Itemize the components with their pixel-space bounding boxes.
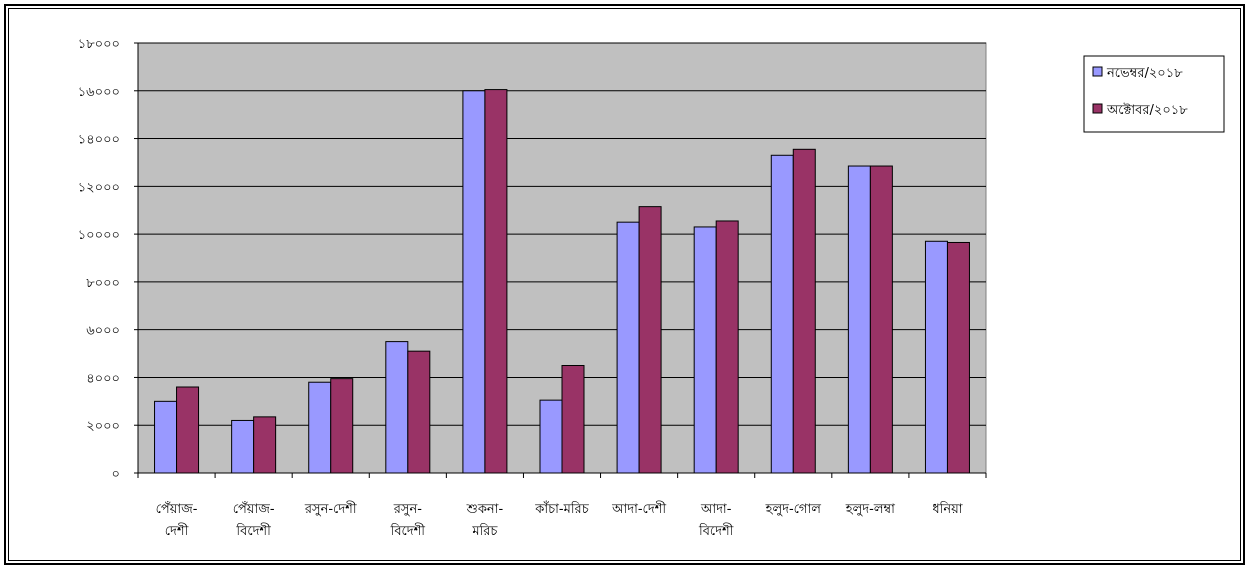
- x-category-label-line: বিদেশী: [698, 523, 734, 539]
- x-category-label-line: রসুন-: [393, 502, 422, 517]
- x-category-label-line: রসুন-দেশী: [304, 501, 357, 517]
- bar-series1-cat9: [869, 165, 893, 474]
- bar-chart: ০ ২০০০ ৪০০০ ৬০০০ ৮০০০ ১০০০০ ১২০০০ ১৪০০০ ১৬০০০ ১৮০…: [78, 37, 1225, 539]
- bar-series1-cat6: [638, 206, 662, 474]
- y-tick-label: ৮০০০: [86, 276, 120, 291]
- x-category-label-line: হলুদ-লম্বা: [845, 502, 895, 517]
- bar-series1-cat8: [792, 148, 816, 474]
- bar-series0-cat4: [462, 90, 486, 474]
- x-category-label: আদা- বিদেশী: [698, 502, 734, 539]
- legend-box: [1083, 55, 1225, 133]
- y-tick-label: ১৮০০০: [78, 37, 120, 52]
- legend-label-november: নভেম্বর/২০১৮: [1106, 66, 1183, 81]
- x-category-label: রসুন-দেশী: [304, 501, 357, 517]
- x-category-label-line: কাঁচা-মরিচ: [534, 501, 589, 517]
- legend: নভেম্বর/২০১৮ অক্টোবর/২০১৮: [1083, 55, 1225, 133]
- x-category-label-line: বিদেশী: [235, 523, 271, 539]
- x-category-label-line: পেঁয়াজ-: [156, 501, 198, 517]
- legend-swatch-october: [1092, 103, 1103, 114]
- x-category-label-line: শুকনা-: [466, 502, 504, 517]
- bar-series1-cat4: [484, 89, 508, 474]
- bar-series1-cat10: [946, 241, 970, 474]
- x-category-label: ধনিয়া: [932, 501, 962, 517]
- y-tick-label: ৪০০০: [86, 371, 120, 386]
- bar-series1-cat2: [330, 378, 354, 474]
- x-category-label-line: আদা-দেশী: [611, 501, 666, 517]
- y-tick-label: ১৬০০০: [78, 85, 120, 100]
- x-axis-ticks: পেঁয়াজ- দেশী পেঁয়াজ- বিদেশী রসুন-দেশী রসুন-…: [137, 473, 987, 539]
- y-tick-label: ০: [112, 467, 120, 482]
- y-tick-label: ১০০০০: [78, 228, 120, 243]
- x-category-label: শুকনা- মরিচ: [466, 502, 504, 539]
- bar-series0-cat0: [154, 400, 178, 474]
- x-category-label-line: মরিচ: [471, 523, 498, 539]
- legend-swatch-november: [1092, 66, 1103, 77]
- bar-series0-cat1: [231, 419, 255, 474]
- bar-series1-cat0: [176, 386, 200, 474]
- y-tick-label: ৬০০০: [86, 324, 120, 339]
- x-category-label: কাঁচা-মরিচ: [534, 501, 589, 517]
- gridlines: [138, 42, 986, 426]
- bar-series0-cat6: [616, 221, 640, 474]
- bar-series0-cat7: [693, 226, 717, 474]
- x-category-label-line: ধনিয়া: [932, 501, 962, 517]
- x-category-label: হলুদ-গোল: [765, 502, 822, 517]
- x-category-label-line: পেঁয়াজ-: [233, 501, 275, 517]
- legend-label-october: অক্টোবর/২০১৮: [1106, 103, 1188, 118]
- y-axis-ticks: ০ ২০০০ ৪০০০ ৬০০০ ৮০০০ ১০০০০ ১২০০০ ১৪০০০ ১৬০০০ ১৮০…: [78, 37, 138, 482]
- x-category-label-line: আদা-: [700, 502, 732, 517]
- bar-series0-cat5: [539, 399, 563, 474]
- bar-series0-cat3: [385, 341, 409, 474]
- x-category-label: পেঁয়াজ- বিদেশী: [233, 501, 275, 539]
- bar-series1-cat3: [407, 350, 431, 474]
- bar-series0-cat8: [770, 154, 794, 474]
- x-category-label: পেঁয়াজ- দেশী: [156, 501, 198, 539]
- x-category-label-line: হলুদ-গোল: [765, 502, 822, 517]
- bar-series0-cat9: [847, 165, 871, 474]
- y-tick-label: ১৪০০০: [78, 133, 120, 148]
- y-tick-label: ১২০০০: [78, 180, 120, 195]
- y-tick-label: ২০০০: [86, 419, 120, 434]
- x-category-label: রসুন- বিদেশী: [390, 502, 426, 539]
- bar-series0-cat2: [308, 381, 332, 474]
- chart-frame: ০ ২০০০ ৪০০০ ৬০০০ ৮০০০ ১০০০০ ১২০০০ ১৪০০০ ১৬০০০ ১৮০…: [4, 4, 1245, 565]
- x-category-label: আদা-দেশী: [611, 501, 666, 517]
- x-category-label: হলুদ-লম্বা: [845, 502, 895, 517]
- bars: [154, 89, 970, 474]
- x-category-label-line: দেশী: [165, 523, 189, 539]
- x-category-label-line: বিদেশী: [390, 523, 426, 539]
- bar-series1-cat7: [715, 220, 739, 474]
- bar-series1-cat5: [561, 365, 585, 474]
- bar-series0-cat10: [924, 240, 948, 474]
- bar-series1-cat1: [253, 416, 277, 474]
